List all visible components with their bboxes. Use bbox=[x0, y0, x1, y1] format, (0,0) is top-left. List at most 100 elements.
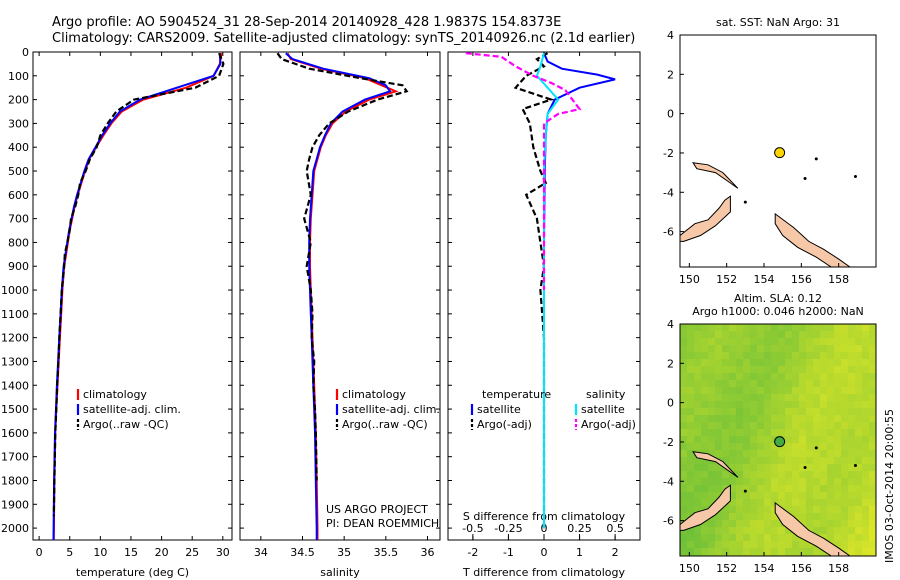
sla-field-cell bbox=[827, 331, 834, 338]
sla-field-cell bbox=[848, 534, 855, 541]
land-mass bbox=[692, 162, 739, 189]
sla-field-cell bbox=[834, 450, 841, 457]
x-tick-label: 30 bbox=[216, 546, 230, 559]
sla-field-cell bbox=[855, 506, 862, 513]
sla-field-cell bbox=[855, 429, 862, 436]
sla-field-cell bbox=[785, 541, 792, 548]
sla-field-cell bbox=[715, 527, 722, 534]
figure-title-line-1: Argo profile: AO 5904524_31 28-Sep-2014 … bbox=[52, 15, 561, 30]
sla-field-cell bbox=[841, 548, 848, 555]
sla-field-cell bbox=[862, 366, 869, 373]
sla-field-cell bbox=[715, 541, 722, 548]
sla-field-cell bbox=[722, 380, 729, 387]
sla-field-cell bbox=[820, 492, 827, 499]
project-annotation: PI: DEAN ROEMMICH bbox=[326, 517, 439, 530]
sla-field-cell bbox=[869, 443, 876, 450]
sla-field-cell bbox=[848, 541, 855, 548]
sla-field-cell bbox=[869, 366, 876, 373]
sla-field-cell bbox=[792, 534, 799, 541]
sla-field-cell bbox=[708, 352, 715, 359]
sla-field-cell bbox=[820, 401, 827, 408]
x-axis-label: temperature (deg C) bbox=[76, 566, 189, 579]
sla-field-cell bbox=[750, 380, 757, 387]
sla-field-cell bbox=[848, 352, 855, 359]
sla-field-cell bbox=[806, 464, 813, 471]
sla-field-cell bbox=[736, 499, 743, 506]
sla-field-cell bbox=[792, 366, 799, 373]
sla-field-cell bbox=[806, 506, 813, 513]
x-tick-label: 156 bbox=[791, 562, 812, 575]
sla-field-cell bbox=[806, 373, 813, 380]
sla-field-cell bbox=[834, 541, 841, 548]
x-tick-label: 156 bbox=[791, 273, 812, 286]
sla-field-cell bbox=[820, 520, 827, 527]
x-tick-label: 35 bbox=[337, 546, 351, 559]
sla-field-cell bbox=[764, 380, 771, 387]
sla-field-cell bbox=[757, 352, 764, 359]
y-tick-label: 4 bbox=[667, 29, 674, 42]
sla-field-cell bbox=[757, 422, 764, 429]
sla-field-cell bbox=[694, 387, 701, 394]
sla-field-cell bbox=[729, 436, 736, 443]
sla-field-cell bbox=[820, 380, 827, 387]
sla-field-cell bbox=[757, 534, 764, 541]
sla-field-cell bbox=[757, 394, 764, 401]
sla-field-cell bbox=[834, 485, 841, 492]
sla-field-cell bbox=[736, 436, 743, 443]
sla-field-cell bbox=[855, 373, 862, 380]
sla-field-cell bbox=[869, 373, 876, 380]
sla-field-cell bbox=[834, 429, 841, 436]
sla-field-cell bbox=[694, 338, 701, 345]
sla-field-cell bbox=[855, 401, 862, 408]
sla-field-cell bbox=[736, 359, 743, 366]
sla-field-cell bbox=[771, 331, 778, 338]
sla-field-cell bbox=[715, 485, 722, 492]
x-tick-label: 34 bbox=[254, 546, 268, 559]
sla-field-cell bbox=[813, 499, 820, 506]
sla-field-cell bbox=[701, 331, 708, 338]
sla-field-cell bbox=[708, 541, 715, 548]
island bbox=[803, 177, 807, 181]
sla-field-cell bbox=[743, 359, 750, 366]
sla-field-cell bbox=[841, 415, 848, 422]
y-tick-label: 1500 bbox=[1, 403, 29, 416]
sla-field-cell bbox=[785, 534, 792, 541]
sla-field-cell bbox=[862, 506, 869, 513]
sla-field-cell bbox=[848, 380, 855, 387]
sla-field-cell bbox=[834, 471, 841, 478]
sla-field-cell bbox=[743, 464, 750, 471]
x-tick-label: 5 bbox=[66, 546, 73, 559]
sla-field-cell bbox=[736, 380, 743, 387]
sla-field-cell bbox=[687, 471, 694, 478]
sla-field-cell bbox=[764, 408, 771, 415]
sla-field-cell bbox=[799, 380, 806, 387]
sla-field-cell bbox=[785, 394, 792, 401]
x-tick-label: 2 bbox=[612, 546, 619, 559]
sla-field-cell bbox=[764, 352, 771, 359]
sla-field-cell bbox=[771, 450, 778, 457]
sla-field-cell bbox=[750, 541, 757, 548]
y-tick-label: 1300 bbox=[1, 355, 29, 368]
sla-field-cell bbox=[848, 464, 855, 471]
sla-field-cell bbox=[834, 415, 841, 422]
sla-field-cell bbox=[785, 331, 792, 338]
y-tick-label: 4 bbox=[667, 318, 674, 331]
sla-field-cell bbox=[862, 534, 869, 541]
sla-field-cell bbox=[680, 380, 687, 387]
y-tick-label: 900 bbox=[8, 260, 29, 273]
sla-field-cell bbox=[841, 401, 848, 408]
sla-field-cell bbox=[687, 415, 694, 422]
sla-field-cell bbox=[771, 415, 778, 422]
x-tick-label: 15 bbox=[124, 546, 138, 559]
sla-field-cell bbox=[820, 408, 827, 415]
sla-field-cell bbox=[701, 366, 708, 373]
sla-field-cell bbox=[841, 492, 848, 499]
sla-field-cell bbox=[869, 471, 876, 478]
sla-field-cell bbox=[785, 373, 792, 380]
sla-field-cell bbox=[806, 366, 813, 373]
sla-field-cell bbox=[841, 436, 848, 443]
sla-field-cell bbox=[750, 443, 757, 450]
sla-field-cell bbox=[813, 324, 820, 331]
sla-field-cell bbox=[736, 478, 743, 485]
sla-field-cell bbox=[792, 429, 799, 436]
